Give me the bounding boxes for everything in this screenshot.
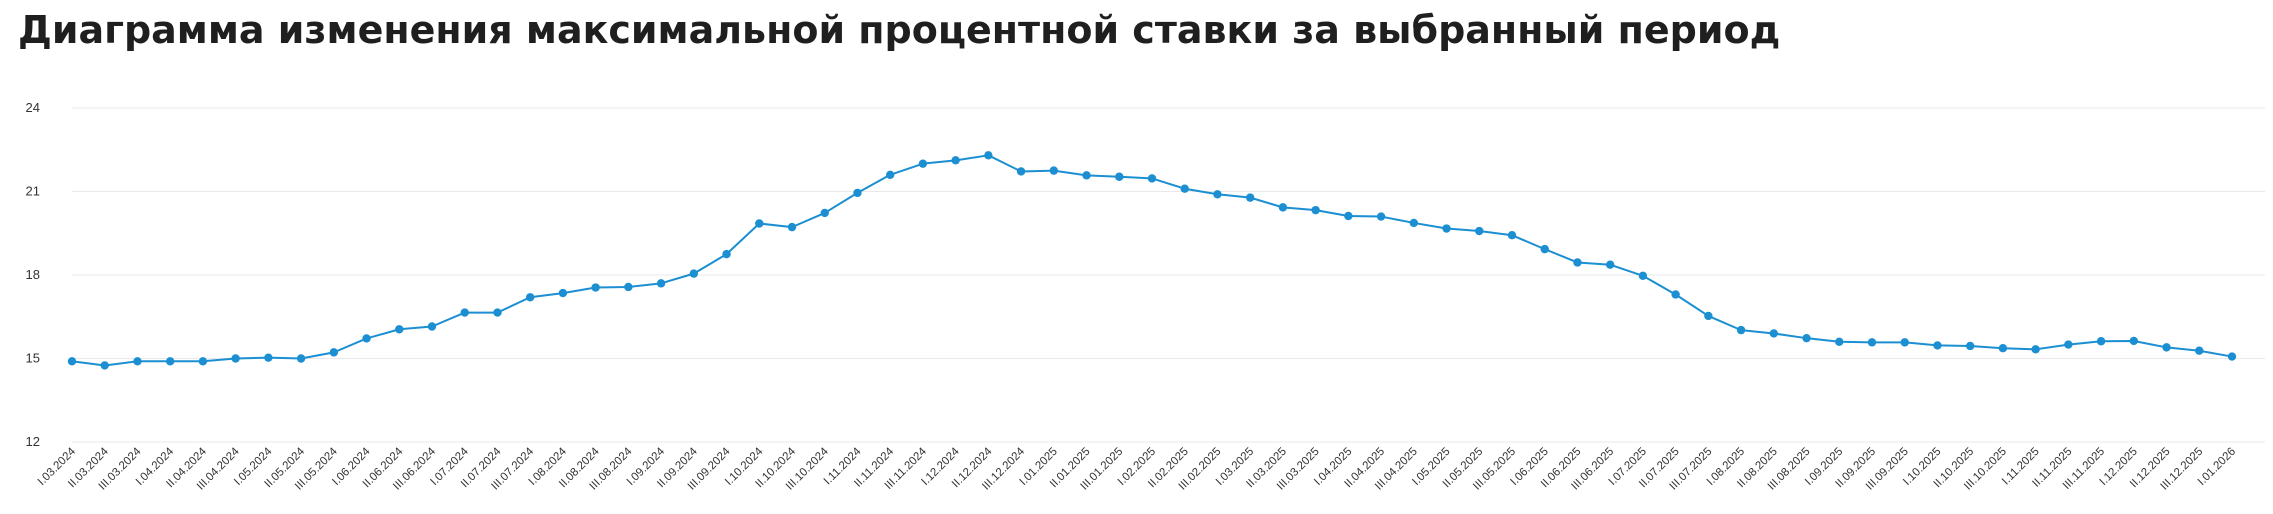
data-point-20[interactable] — [689, 269, 699, 278]
data-point-42[interactable] — [1409, 218, 1419, 228]
series-line — [71, 154, 2233, 367]
data-point-44[interactable] — [1475, 226, 1484, 236]
data-point-45[interactable] — [1507, 230, 1517, 240]
data-point-5[interactable] — [198, 357, 208, 366]
data-point-38[interactable] — [1278, 203, 1288, 212]
data-point-1[interactable] — [67, 357, 77, 366]
data-point-28[interactable] — [951, 156, 960, 165]
data-point-2[interactable] — [100, 361, 109, 370]
data-point-3[interactable] — [133, 357, 142, 366]
data-point-36[interactable] — [1213, 190, 1222, 199]
y-tick-label-12: 12 — [26, 434, 40, 449]
data-point-25[interactable] — [853, 188, 862, 198]
data-point-10[interactable] — [362, 334, 371, 343]
data-point-7[interactable] — [264, 353, 273, 362]
data-point-55[interactable] — [1835, 337, 1844, 346]
data-point-53[interactable] — [1769, 329, 1779, 338]
data-point-18[interactable] — [624, 282, 633, 292]
data-point-62[interactable] — [2064, 340, 2073, 349]
series-line-layer — [71, 154, 2233, 367]
page-title: Диаграмма изменения максимальной процент… — [18, 8, 1781, 52]
data-point-16[interactable] — [558, 288, 568, 298]
data-point-52[interactable] — [1736, 325, 1746, 335]
data-point-65[interactable] — [2162, 343, 2171, 352]
data-point-4[interactable] — [165, 357, 175, 366]
y-tick-label-21: 21 — [26, 184, 40, 199]
data-point-6[interactable] — [231, 354, 240, 363]
data-point-64[interactable] — [2129, 336, 2139, 346]
data-point-24[interactable] — [820, 208, 829, 218]
data-point-23[interactable] — [787, 222, 797, 232]
data-point-56[interactable] — [1867, 338, 1877, 347]
data-point-26[interactable] — [885, 170, 895, 179]
data-point-30[interactable] — [1016, 167, 1026, 176]
grid-lines — [72, 107, 2265, 443]
data-point-19[interactable] — [656, 279, 666, 288]
data-point-63[interactable] — [2096, 337, 2106, 346]
data-point-32[interactable] — [1082, 171, 1091, 180]
data-point-12[interactable] — [427, 322, 437, 331]
data-point-34[interactable] — [1147, 174, 1157, 183]
data-point-58[interactable] — [1933, 341, 1942, 350]
data-point-43[interactable] — [1442, 224, 1451, 233]
data-point-27[interactable] — [918, 159, 928, 168]
data-point-49[interactable] — [1638, 271, 1648, 281]
data-point-60[interactable] — [1998, 344, 2008, 353]
data-point-14[interactable] — [493, 308, 502, 317]
data-point-66[interactable] — [2195, 346, 2204, 355]
data-point-40[interactable] — [1344, 211, 1353, 221]
data-point-31[interactable] — [1049, 166, 1059, 175]
data-point-13[interactable] — [460, 308, 469, 317]
data-point-33[interactable] — [1115, 172, 1124, 181]
data-point-67[interactable] — [2227, 352, 2237, 361]
data-point-59[interactable] — [1965, 341, 1975, 351]
y-tick-label-18: 18 — [26, 267, 40, 282]
data-point-54[interactable] — [1802, 333, 1811, 343]
y-tick-label-24: 24 — [26, 100, 40, 115]
data-point-50[interactable] — [1671, 290, 1680, 299]
data-point-9[interactable] — [329, 348, 339, 357]
data-point-41[interactable] — [1376, 212, 1386, 221]
data-point-37[interactable] — [1245, 193, 1255, 202]
data-point-29[interactable] — [984, 151, 993, 160]
x-axis-ticks: I.03.2024II.03.2024III.03.2024I.04.2024I… — [36, 445, 2238, 492]
y-tick-label-15: 15 — [26, 351, 40, 366]
y-axis-ticks: 12 15 18 21 24 — [26, 100, 40, 449]
data-point-51[interactable] — [1704, 311, 1713, 321]
data-point-21[interactable] — [722, 249, 731, 259]
data-point-46[interactable] — [1540, 244, 1549, 254]
data-point-8[interactable] — [296, 354, 306, 363]
data-point-57[interactable] — [1900, 338, 1909, 347]
data-point-22[interactable] — [755, 219, 764, 228]
data-point-47[interactable] — [1573, 258, 1582, 267]
data-point-15[interactable] — [525, 293, 535, 302]
data-points — [67, 151, 2237, 370]
data-point-11[interactable] — [395, 325, 404, 334]
data-point-61[interactable] — [2031, 345, 2040, 354]
data-point-48[interactable] — [1605, 260, 1615, 269]
data-point-39[interactable] — [1311, 205, 1320, 215]
data-point-35[interactable] — [1180, 184, 1189, 193]
data-point-17[interactable] — [591, 283, 600, 292]
